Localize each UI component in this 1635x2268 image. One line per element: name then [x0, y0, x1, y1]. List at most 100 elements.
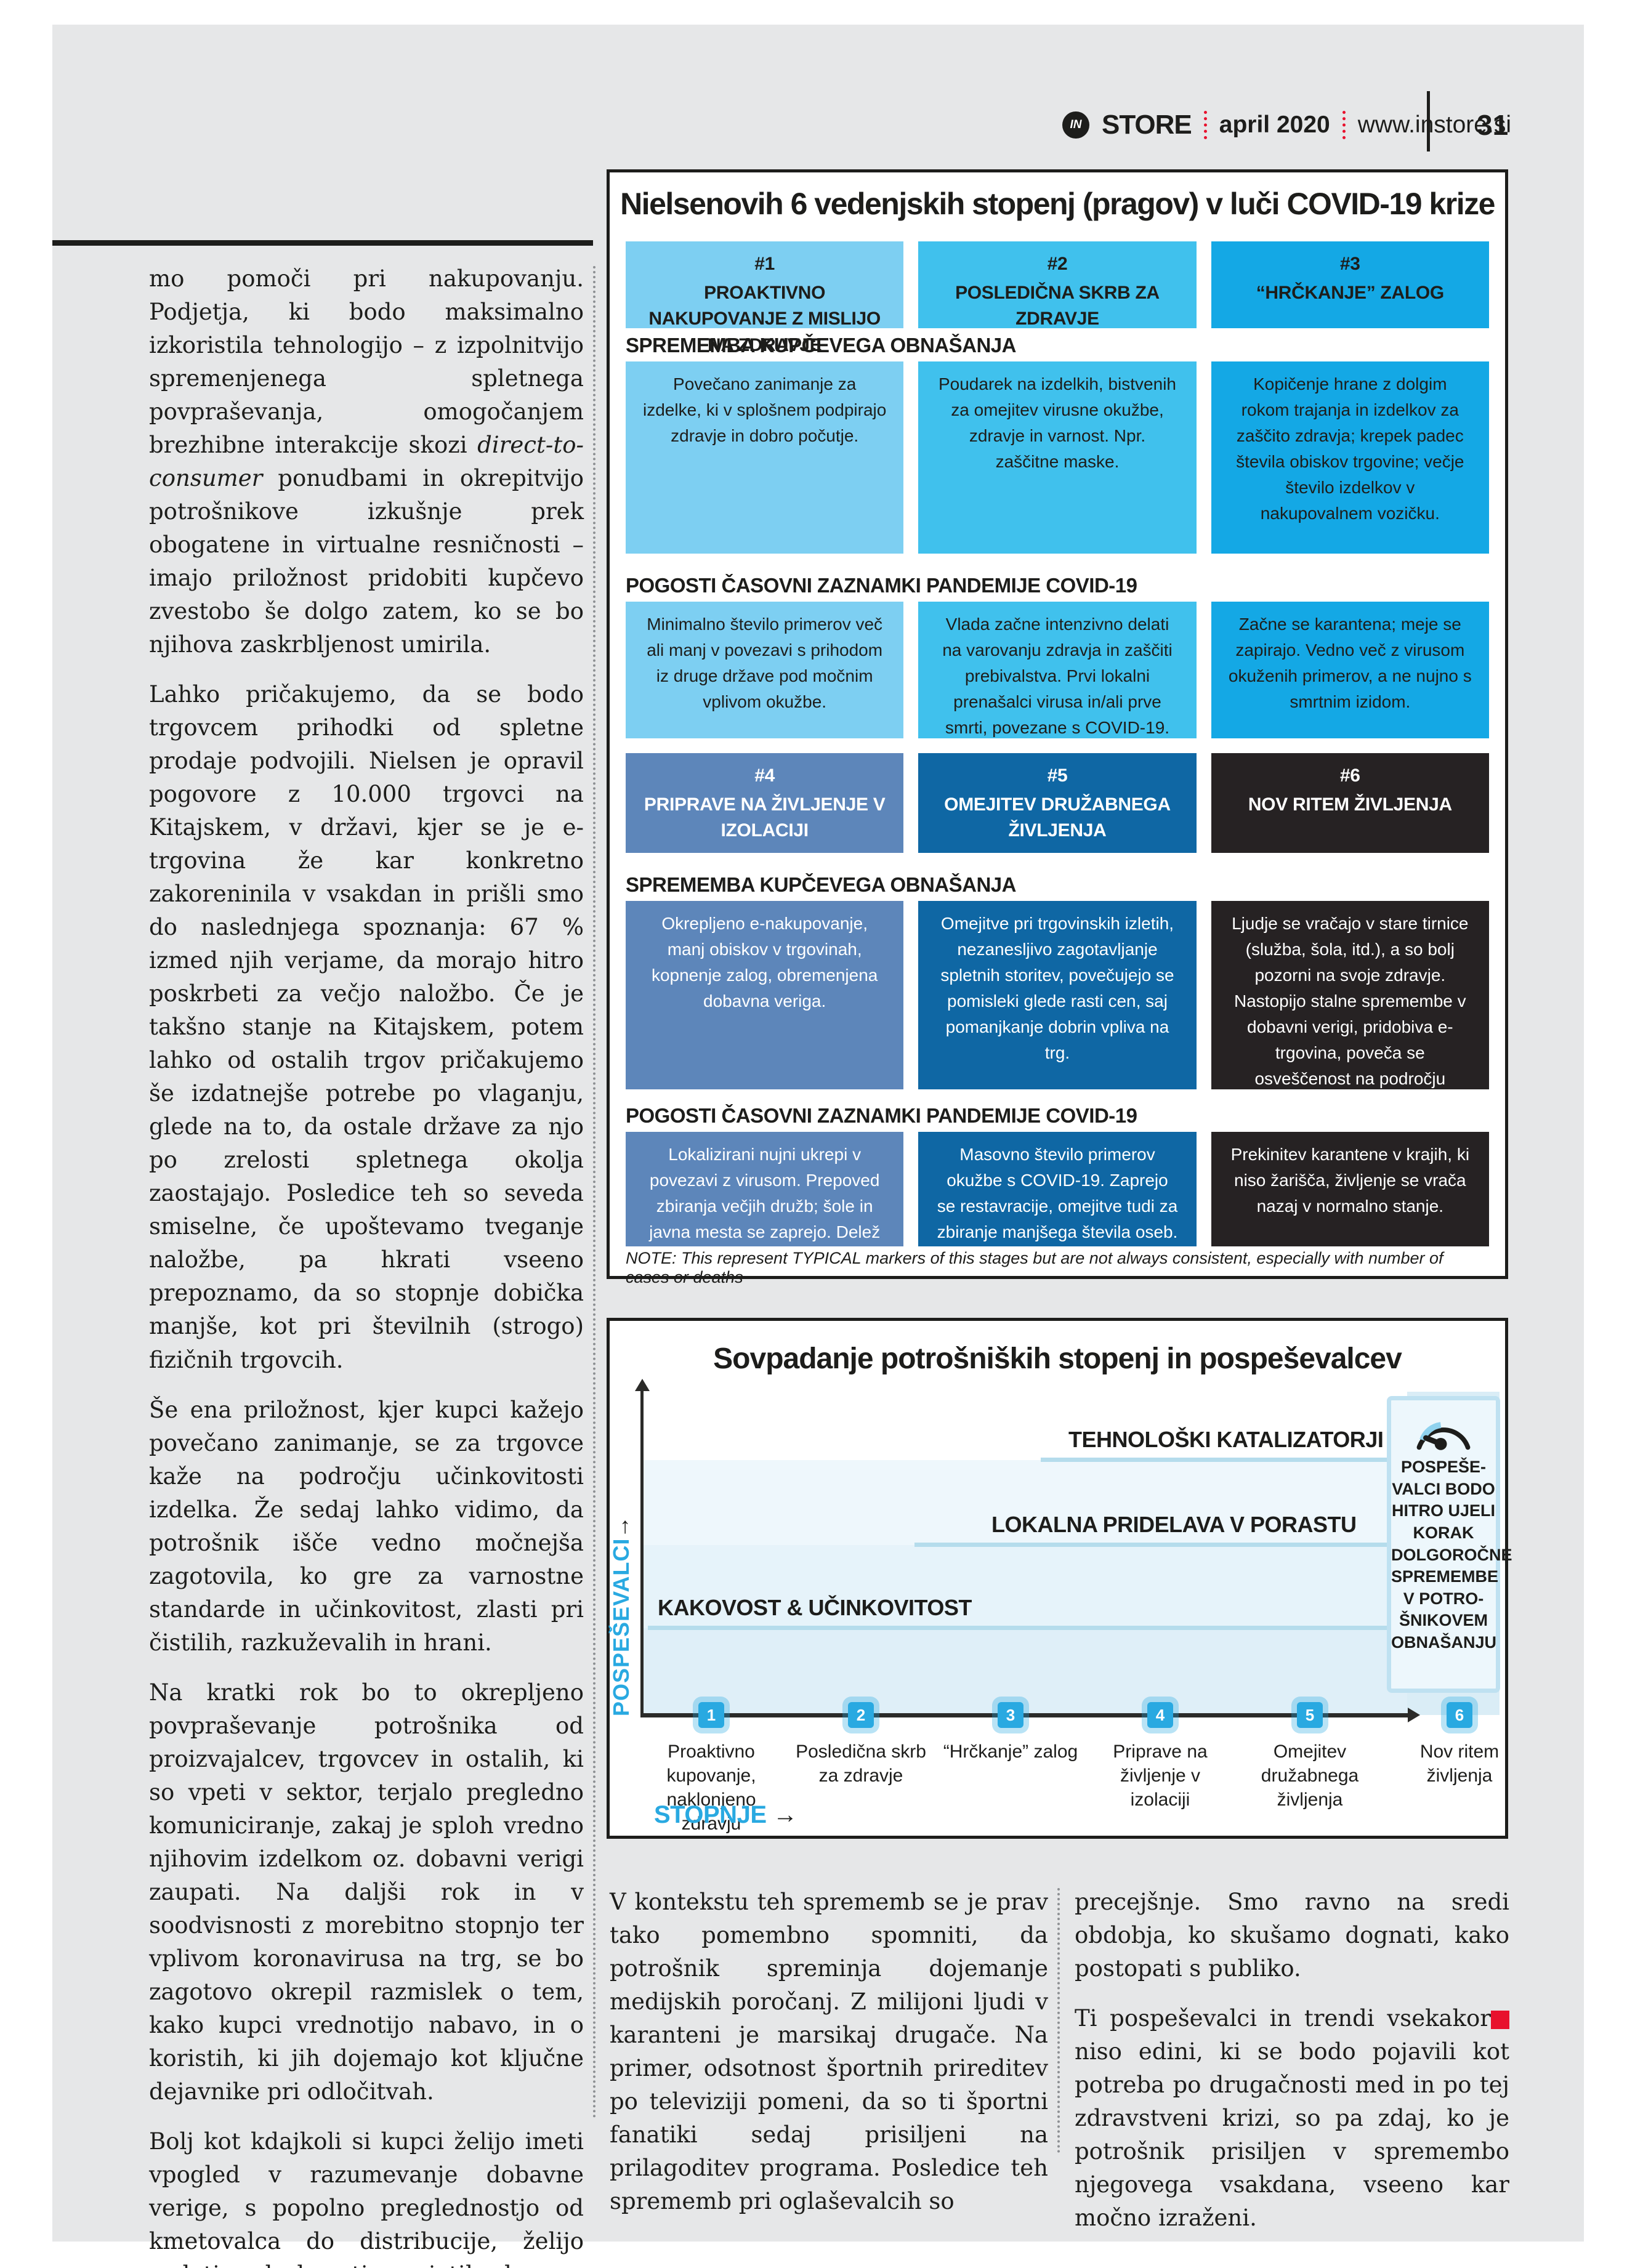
article-text-italic: direct-to-consumer	[149, 432, 584, 492]
stage-3-markers: Začne se karantena; meje se zapirajo. Ve…	[1211, 602, 1489, 738]
stage-2-header: #2 POSLEDIČNA SKRB ZA ZDRAVJE	[918, 241, 1197, 329]
behavior-section-label: SPREMEMBA KUPČEVEGA OBNAŠANJA	[626, 873, 1016, 896]
article-paragraph: Lahko pričakujemo, da se bodo trgovcem p…	[149, 681, 584, 1373]
stage-4-header: #4 PRIPRAVE NA ŽIVLJENJE V IZOLACIJI	[626, 753, 904, 853]
stage-axis-label: Proaktivno kupovanje, naklonjeno zdravju	[666, 1741, 756, 1834]
side-note-line: OBNAŠANJU	[1391, 1633, 1497, 1652]
stage-number: #1	[754, 254, 775, 274]
page-number: 31	[1477, 109, 1509, 141]
side-note-line: HITRO UJELI	[1391, 1501, 1495, 1520]
accelerator-line	[914, 1543, 1409, 1547]
stage-3-header: #3 “HRČKANJE” ZALOG	[1211, 241, 1489, 328]
dotted-divider-icon	[1203, 111, 1207, 139]
x-axis-label-text: STOPNJE	[654, 1801, 767, 1828]
article-paragraph: Ti pospeševalci in trendi vsekakor niso …	[1075, 2002, 1509, 2235]
stage-header-row: #1 PROAKTIVNO NAKUPOVANJE Z MISLIJO NA ZD…	[626, 241, 1489, 355]
brand-name: STORE	[1102, 110, 1192, 140]
stage-marker-6: 6	[1447, 1702, 1472, 1728]
article-end-marker	[1491, 2011, 1509, 2030]
stage-number: #4	[754, 765, 775, 786]
article-bottom-column-1: V kontekstu teh sprememb se je prav tako…	[610, 1886, 1048, 2235]
stage-6-behavior: Ljudje se vračajo v stare tirnice (služb…	[1211, 901, 1489, 1114]
x-axis	[640, 1713, 1409, 1717]
stage-1-behavior: Povečano zanimanje za izdelke, ki v splo…	[626, 361, 904, 554]
stage-1-header: #1 PROAKTIVNO NAKUPOVANJE Z MISLIJO NA ZD…	[626, 241, 904, 355]
side-note-line: VALCI BODO	[1392, 1479, 1495, 1498]
behavior-section-label: SPREMEMBA KUPČEVEGA OBNAŠANJA	[626, 334, 1016, 357]
article-text: mo pomoči pri nakupovanju. Podjetja, ki …	[149, 265, 584, 459]
stage-axis-label: Omejitev družabnega življenja	[1261, 1741, 1359, 1810]
up-arrow-icon: →	[608, 1515, 634, 1538]
page-header: IN STORE april 2020 www.instore.si	[1062, 110, 1511, 140]
article-text: ponudbami in okrepitvijo potrošnikove iz…	[149, 465, 584, 658]
y-axis-label: POSPEŠEVALCI →	[608, 1396, 634, 1716]
accelerator-line	[648, 1626, 1409, 1630]
side-note-line: SPREMEMBE	[1391, 1567, 1499, 1586]
stage-marker-4: 4	[1147, 1702, 1173, 1728]
issue-date: april 2020	[1219, 111, 1330, 138]
stage-6-header: #6 NOV RITEM ŽIVLJENJA	[1211, 753, 1489, 853]
accelerator-label: TEHNOLOŠKI KATALIZATORJI	[1068, 1427, 1384, 1452]
y-axis-label-text: POSPEŠEVALCI	[608, 1538, 634, 1716]
stage-number: #5	[1047, 765, 1068, 786]
column-separator	[1057, 1888, 1060, 2153]
stage-number: #6	[1339, 765, 1360, 786]
stage-axis-label: Posledična skrb za zdravje	[796, 1741, 926, 1786]
stage-axis-label: Nov ritem življenja	[1419, 1741, 1500, 1786]
infographic-title: Nielsenovih 6 vedenjskih stopenj (pragov…	[620, 187, 1495, 221]
side-note-line: DOLGOROČNE	[1391, 1545, 1512, 1564]
right-arrow-icon: →	[773, 1801, 797, 1828]
website-link[interactable]: www.instore.si	[1357, 111, 1511, 138]
stage-marker-2: 2	[848, 1702, 874, 1728]
stage-marker-3: 3	[998, 1702, 1023, 1728]
stage-title: PROAKTIVNO NAKUPOVANJE Z MISLIJO NA ZDRA…	[648, 282, 881, 355]
stage-axis-label: Priprave na življenje v izolaciji	[1113, 1741, 1208, 1810]
dotted-divider-icon	[1342, 111, 1346, 139]
article-text: Ti pospeševalci in trendi vsekakor niso …	[1075, 2005, 1509, 2232]
instore-logo-icon: IN	[1062, 111, 1089, 139]
y-axis	[640, 1390, 644, 1716]
stage-5-behavior: Omejitve pri trgovinskih izletih, nezane…	[918, 901, 1197, 1089]
behavior-row: Povečano zanimanje za izdelke, ki v splo…	[626, 361, 1489, 554]
stage-6-markers: Prekinitev karantene v krajih, ki niso ž…	[1211, 1132, 1489, 1246]
stage-header-row: #4 PRIPRAVE NA ŽIVLJENJE V IZOLACIJI #5 OM…	[626, 753, 1489, 853]
y-axis-arrow-icon	[635, 1379, 650, 1391]
x-axis-label: STOPNJE →	[654, 1801, 797, 1829]
markers-row: Lokalizirani nujni ukrepi v povezavi z v…	[626, 1132, 1489, 1267]
side-note-line: ŠNIKOVEM	[1399, 1611, 1488, 1630]
stage-5-markers: Masovno število primerov okužbe s COVID-…	[918, 1132, 1197, 1246]
accelerator-label: LOKALNA PRIDELAVA V PORASTU	[991, 1512, 1357, 1537]
article-paragraph: V kontekstu teh sprememb se je prav tako…	[610, 1889, 1048, 2215]
stage-title: POSLEDIČNA SKRB ZA ZDRAVJE	[955, 282, 1160, 329]
stage-title: NOV RITEM ŽIVLJENJA	[1248, 794, 1452, 815]
article-paragraph: Na kratki rok bo to okrepljeno povprašev…	[149, 1679, 584, 2105]
side-note-line: KORAK	[1413, 1523, 1474, 1542]
article-paragraph: Bolj kot kdajkoli si kupci želijo imeti …	[149, 2128, 584, 2268]
stage-3-behavior: Kopičenje hrane z dolgim rokom trajanja …	[1211, 361, 1489, 554]
stage-title: “HRČKANJE” ZALOG	[1256, 282, 1445, 303]
stage-marker-1: 1	[698, 1702, 724, 1728]
accelerators-chart: Sovpadanje potrošniških stopenj in pospe…	[607, 1318, 1512, 1839]
article-left-column: mo pomoči pri nakupovanju. Podjetja, ki …	[149, 262, 584, 2268]
markers-section-label: POGOSTI ČASOVNI ZAZNAMKI PANDEMIJE COVID…	[626, 1104, 1137, 1127]
column-separator	[593, 266, 595, 2120]
accelerators-side-panel: POSPEŠE- VALCI BODO HITRO UJELI KORAK DO…	[1387, 1396, 1512, 1693]
markers-row: Minimalno število primerov več ali manj …	[626, 602, 1489, 738]
accelerator-label: KAKOVOST & UČINKOVITOST	[658, 1595, 972, 1620]
header-divider	[1427, 91, 1430, 151]
article-paragraph: mo pomoči pri nakupovanju. Podjetja, ki …	[149, 262, 584, 661]
stage-number: #2	[1047, 254, 1068, 274]
infographic-note: NOTE: This represent TYPICAL markers of …	[626, 1249, 1443, 1286]
stage-axis-label: “Hrčkanje” zalog	[943, 1741, 1078, 1762]
side-note-line: POSPEŠE-	[1400, 1458, 1487, 1476]
article-bottom-column-2: precejšnje. Smo ravno na sredi obdobja, …	[1075, 1886, 1509, 2251]
column-top-rule	[52, 240, 593, 246]
gauge-icon	[1416, 1422, 1471, 1450]
x-axis-arrow-icon	[1408, 1708, 1420, 1722]
nielsen-stages-infographic: Nielsenovih 6 vedenjskih stopenj (pragov…	[607, 169, 1508, 1286]
accelerator-line	[1041, 1458, 1409, 1462]
stage-1-markers: Minimalno število primerov več ali manj …	[626, 602, 904, 738]
stage-4-behavior: Okrepljeno e-nakupovanje, manj obiskov v…	[626, 901, 904, 1089]
stage-5-header: #5 OMEJITEV DRUŽABNEGA ŽIVLJENJA	[918, 753, 1197, 853]
